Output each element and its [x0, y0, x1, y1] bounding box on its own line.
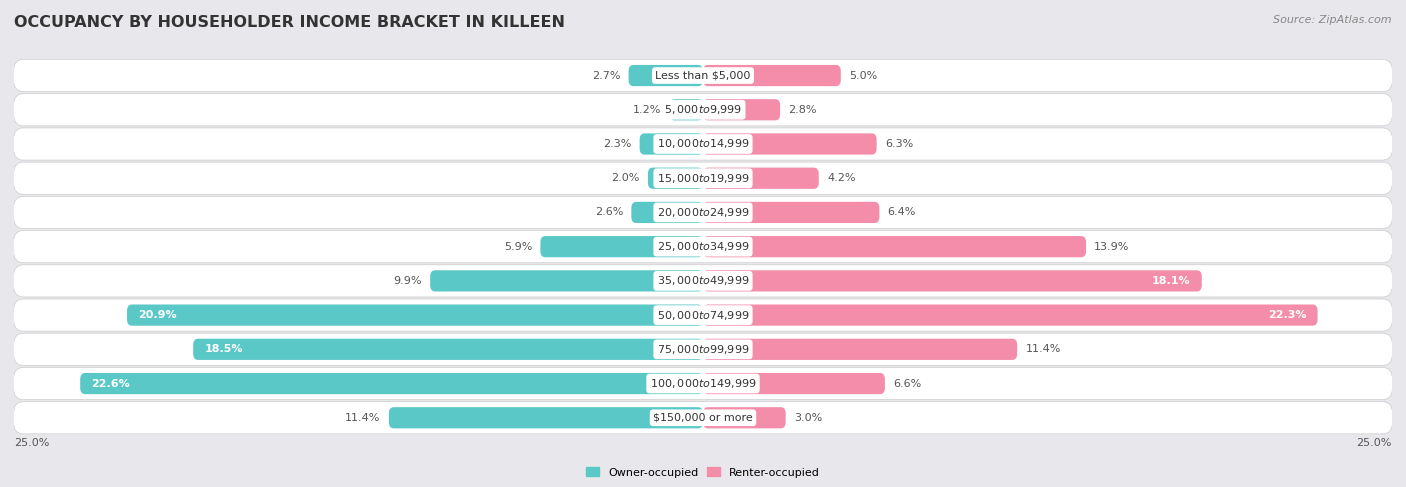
Text: 6.3%: 6.3%	[884, 139, 912, 149]
Text: 22.6%: 22.6%	[91, 378, 129, 389]
FancyBboxPatch shape	[703, 270, 1202, 292]
Text: $100,000 to $149,999: $100,000 to $149,999	[650, 377, 756, 390]
FancyBboxPatch shape	[80, 373, 703, 394]
Text: 25.0%: 25.0%	[1357, 438, 1392, 448]
Text: 13.9%: 13.9%	[1094, 242, 1129, 252]
Text: 3.0%: 3.0%	[794, 413, 823, 423]
Text: $75,000 to $99,999: $75,000 to $99,999	[657, 343, 749, 356]
Text: 2.0%: 2.0%	[612, 173, 640, 183]
FancyBboxPatch shape	[703, 236, 1085, 257]
Text: 18.1%: 18.1%	[1152, 276, 1191, 286]
FancyBboxPatch shape	[127, 304, 703, 326]
Text: 6.4%: 6.4%	[887, 207, 917, 217]
FancyBboxPatch shape	[14, 94, 1392, 126]
FancyBboxPatch shape	[703, 133, 876, 154]
Text: 18.5%: 18.5%	[204, 344, 243, 355]
Text: $5,000 to $9,999: $5,000 to $9,999	[664, 103, 742, 116]
FancyBboxPatch shape	[703, 339, 1017, 360]
Text: 25.0%: 25.0%	[14, 438, 49, 448]
Text: 22.3%: 22.3%	[1268, 310, 1306, 320]
FancyBboxPatch shape	[14, 333, 1392, 365]
FancyBboxPatch shape	[703, 373, 884, 394]
FancyBboxPatch shape	[640, 133, 703, 154]
Text: 5.9%: 5.9%	[503, 242, 531, 252]
Text: $150,000 or more: $150,000 or more	[654, 413, 752, 423]
Text: $10,000 to $14,999: $10,000 to $14,999	[657, 137, 749, 150]
FancyBboxPatch shape	[14, 299, 1392, 331]
FancyBboxPatch shape	[703, 407, 786, 429]
Legend: Owner-occupied, Renter-occupied: Owner-occupied, Renter-occupied	[581, 463, 825, 482]
FancyBboxPatch shape	[14, 59, 1392, 92]
Text: $15,000 to $19,999: $15,000 to $19,999	[657, 172, 749, 185]
Text: 20.9%: 20.9%	[138, 310, 177, 320]
FancyBboxPatch shape	[14, 368, 1392, 400]
FancyBboxPatch shape	[703, 202, 879, 223]
FancyBboxPatch shape	[430, 270, 703, 292]
FancyBboxPatch shape	[14, 128, 1392, 160]
Text: 2.3%: 2.3%	[603, 139, 631, 149]
Text: 4.2%: 4.2%	[827, 173, 855, 183]
FancyBboxPatch shape	[14, 402, 1392, 434]
FancyBboxPatch shape	[14, 230, 1392, 263]
FancyBboxPatch shape	[540, 236, 703, 257]
FancyBboxPatch shape	[703, 168, 818, 189]
Text: OCCUPANCY BY HOUSEHOLDER INCOME BRACKET IN KILLEEN: OCCUPANCY BY HOUSEHOLDER INCOME BRACKET …	[14, 15, 565, 30]
Text: Source: ZipAtlas.com: Source: ZipAtlas.com	[1274, 15, 1392, 25]
Text: 6.6%: 6.6%	[893, 378, 921, 389]
Text: 5.0%: 5.0%	[849, 71, 877, 80]
Text: 11.4%: 11.4%	[1025, 344, 1060, 355]
Text: 2.6%: 2.6%	[595, 207, 623, 217]
Text: 2.7%: 2.7%	[592, 71, 620, 80]
FancyBboxPatch shape	[669, 99, 703, 120]
FancyBboxPatch shape	[389, 407, 703, 429]
Text: $25,000 to $34,999: $25,000 to $34,999	[657, 240, 749, 253]
Text: 9.9%: 9.9%	[394, 276, 422, 286]
Text: $20,000 to $24,999: $20,000 to $24,999	[657, 206, 749, 219]
FancyBboxPatch shape	[703, 304, 1317, 326]
FancyBboxPatch shape	[703, 99, 780, 120]
Text: 2.8%: 2.8%	[789, 105, 817, 115]
FancyBboxPatch shape	[193, 339, 703, 360]
FancyBboxPatch shape	[648, 168, 703, 189]
FancyBboxPatch shape	[628, 65, 703, 86]
Text: $35,000 to $49,999: $35,000 to $49,999	[657, 274, 749, 287]
Text: 11.4%: 11.4%	[346, 413, 381, 423]
Text: 1.2%: 1.2%	[633, 105, 662, 115]
FancyBboxPatch shape	[631, 202, 703, 223]
Text: $50,000 to $74,999: $50,000 to $74,999	[657, 309, 749, 321]
FancyBboxPatch shape	[14, 265, 1392, 297]
Text: Less than $5,000: Less than $5,000	[655, 71, 751, 80]
FancyBboxPatch shape	[14, 162, 1392, 194]
FancyBboxPatch shape	[703, 65, 841, 86]
FancyBboxPatch shape	[14, 196, 1392, 228]
